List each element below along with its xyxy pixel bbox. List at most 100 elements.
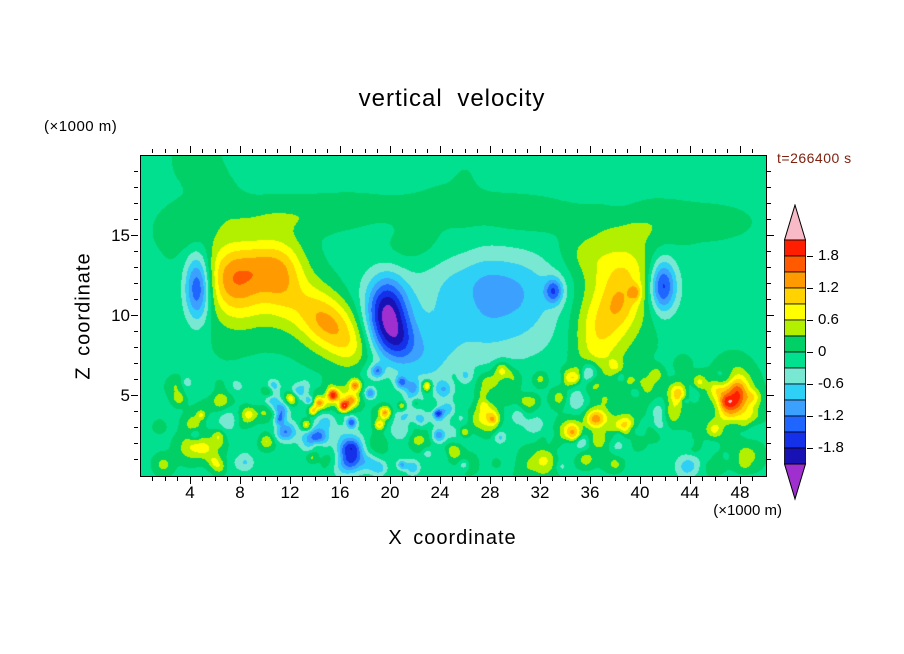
x-tick	[314, 149, 316, 153]
x-tick	[652, 477, 653, 481]
z-tick	[134, 218, 138, 220]
x-tick-label: 28	[480, 483, 500, 502]
x-tick-label: 32	[530, 483, 550, 502]
x-tick	[452, 477, 453, 481]
x-tick	[602, 477, 603, 481]
colorbar-segment	[784, 271, 806, 289]
x-tick	[477, 149, 478, 153]
colorbar-segment	[784, 367, 806, 385]
colorbar-segment	[784, 383, 806, 401]
x-tick	[727, 149, 728, 153]
x-tick	[564, 477, 566, 481]
x-tick-label: 16	[330, 483, 350, 502]
colorbar-bottom-arrow	[784, 463, 807, 501]
x-tick	[589, 146, 591, 153]
colorbar-segment	[784, 239, 806, 257]
x-tick	[252, 149, 253, 153]
z-tick	[134, 298, 138, 300]
colorbar-segment	[784, 447, 806, 465]
x-tick	[427, 477, 428, 481]
colorbar-label: 0.6	[818, 311, 839, 328]
x-tick	[464, 477, 466, 481]
z-tick	[134, 202, 138, 204]
colorbar	[784, 204, 807, 501]
x-tick	[477, 477, 478, 481]
x-tick	[577, 477, 578, 481]
x-tick-label: 12	[280, 483, 300, 502]
colorbar-segment	[784, 287, 806, 305]
x-tick	[302, 149, 303, 153]
x-tick	[539, 146, 541, 153]
x-tick	[614, 477, 616, 481]
z-tick	[134, 186, 138, 188]
z-tick	[134, 410, 138, 412]
colorbar-top-arrow	[784, 204, 807, 241]
x-tick	[227, 149, 228, 153]
x-tick	[289, 477, 291, 484]
z-tick	[131, 234, 138, 236]
z-tick	[767, 234, 774, 236]
colorbar-label: -1.8	[818, 439, 844, 456]
x-tick	[739, 146, 741, 153]
z-tick	[134, 250, 138, 252]
colorbar-segment	[784, 319, 806, 337]
x-tick	[552, 149, 553, 153]
x-tick	[327, 477, 328, 481]
x-tick	[689, 146, 691, 153]
x-tick	[189, 146, 191, 153]
x-tick	[564, 149, 566, 153]
x-tick	[239, 146, 241, 153]
z-tick	[767, 202, 771, 204]
colorbar-segment	[784, 255, 806, 273]
x-tick	[527, 477, 528, 481]
z-tick	[131, 314, 138, 316]
z-tick	[767, 250, 771, 252]
x-tick	[364, 477, 366, 481]
colorbar-label: 1.2	[818, 279, 839, 296]
x-tick	[152, 149, 153, 153]
x-tick	[752, 477, 753, 481]
z-tick	[131, 394, 138, 396]
x-tick	[527, 149, 528, 153]
x-tick	[164, 149, 166, 153]
x-tick	[264, 149, 266, 153]
x-tick-label: 36	[580, 483, 600, 502]
x-tick	[389, 477, 391, 484]
z-tick	[767, 314, 774, 316]
z-tick	[134, 426, 138, 428]
x-tick	[339, 146, 341, 153]
colorbar-tick	[807, 319, 813, 321]
x-tick-label: 48	[730, 483, 750, 502]
x-tick	[389, 146, 391, 153]
colorbar-segment	[784, 335, 806, 353]
x-tick	[189, 477, 191, 484]
x-tick	[577, 149, 578, 153]
x-tick	[639, 146, 641, 153]
x-tick	[464, 149, 466, 153]
x-tick	[502, 149, 503, 153]
z-tick	[767, 282, 771, 284]
z-tick-label: 10	[111, 306, 130, 325]
x-tick	[439, 146, 441, 153]
z-tick	[767, 346, 771, 348]
x-tick	[627, 149, 628, 153]
x-tick	[639, 477, 641, 484]
x-tick	[689, 477, 691, 484]
colorbar-segment	[784, 303, 806, 321]
colorbar-tick	[807, 383, 813, 385]
z-axis-unit: (×1000 m)	[44, 118, 118, 135]
colorbar-tick	[807, 287, 813, 289]
x-tick	[752, 149, 753, 153]
x-tick	[714, 477, 716, 481]
z-tick	[134, 346, 138, 348]
x-tick	[552, 477, 553, 481]
colorbar-tick	[807, 447, 813, 449]
plot-frame	[140, 155, 767, 477]
x-tick	[314, 477, 316, 481]
x-tick	[402, 477, 403, 481]
x-tick	[664, 477, 666, 481]
z-tick	[767, 170, 771, 172]
z-tick	[134, 442, 138, 444]
x-tick	[239, 477, 241, 484]
